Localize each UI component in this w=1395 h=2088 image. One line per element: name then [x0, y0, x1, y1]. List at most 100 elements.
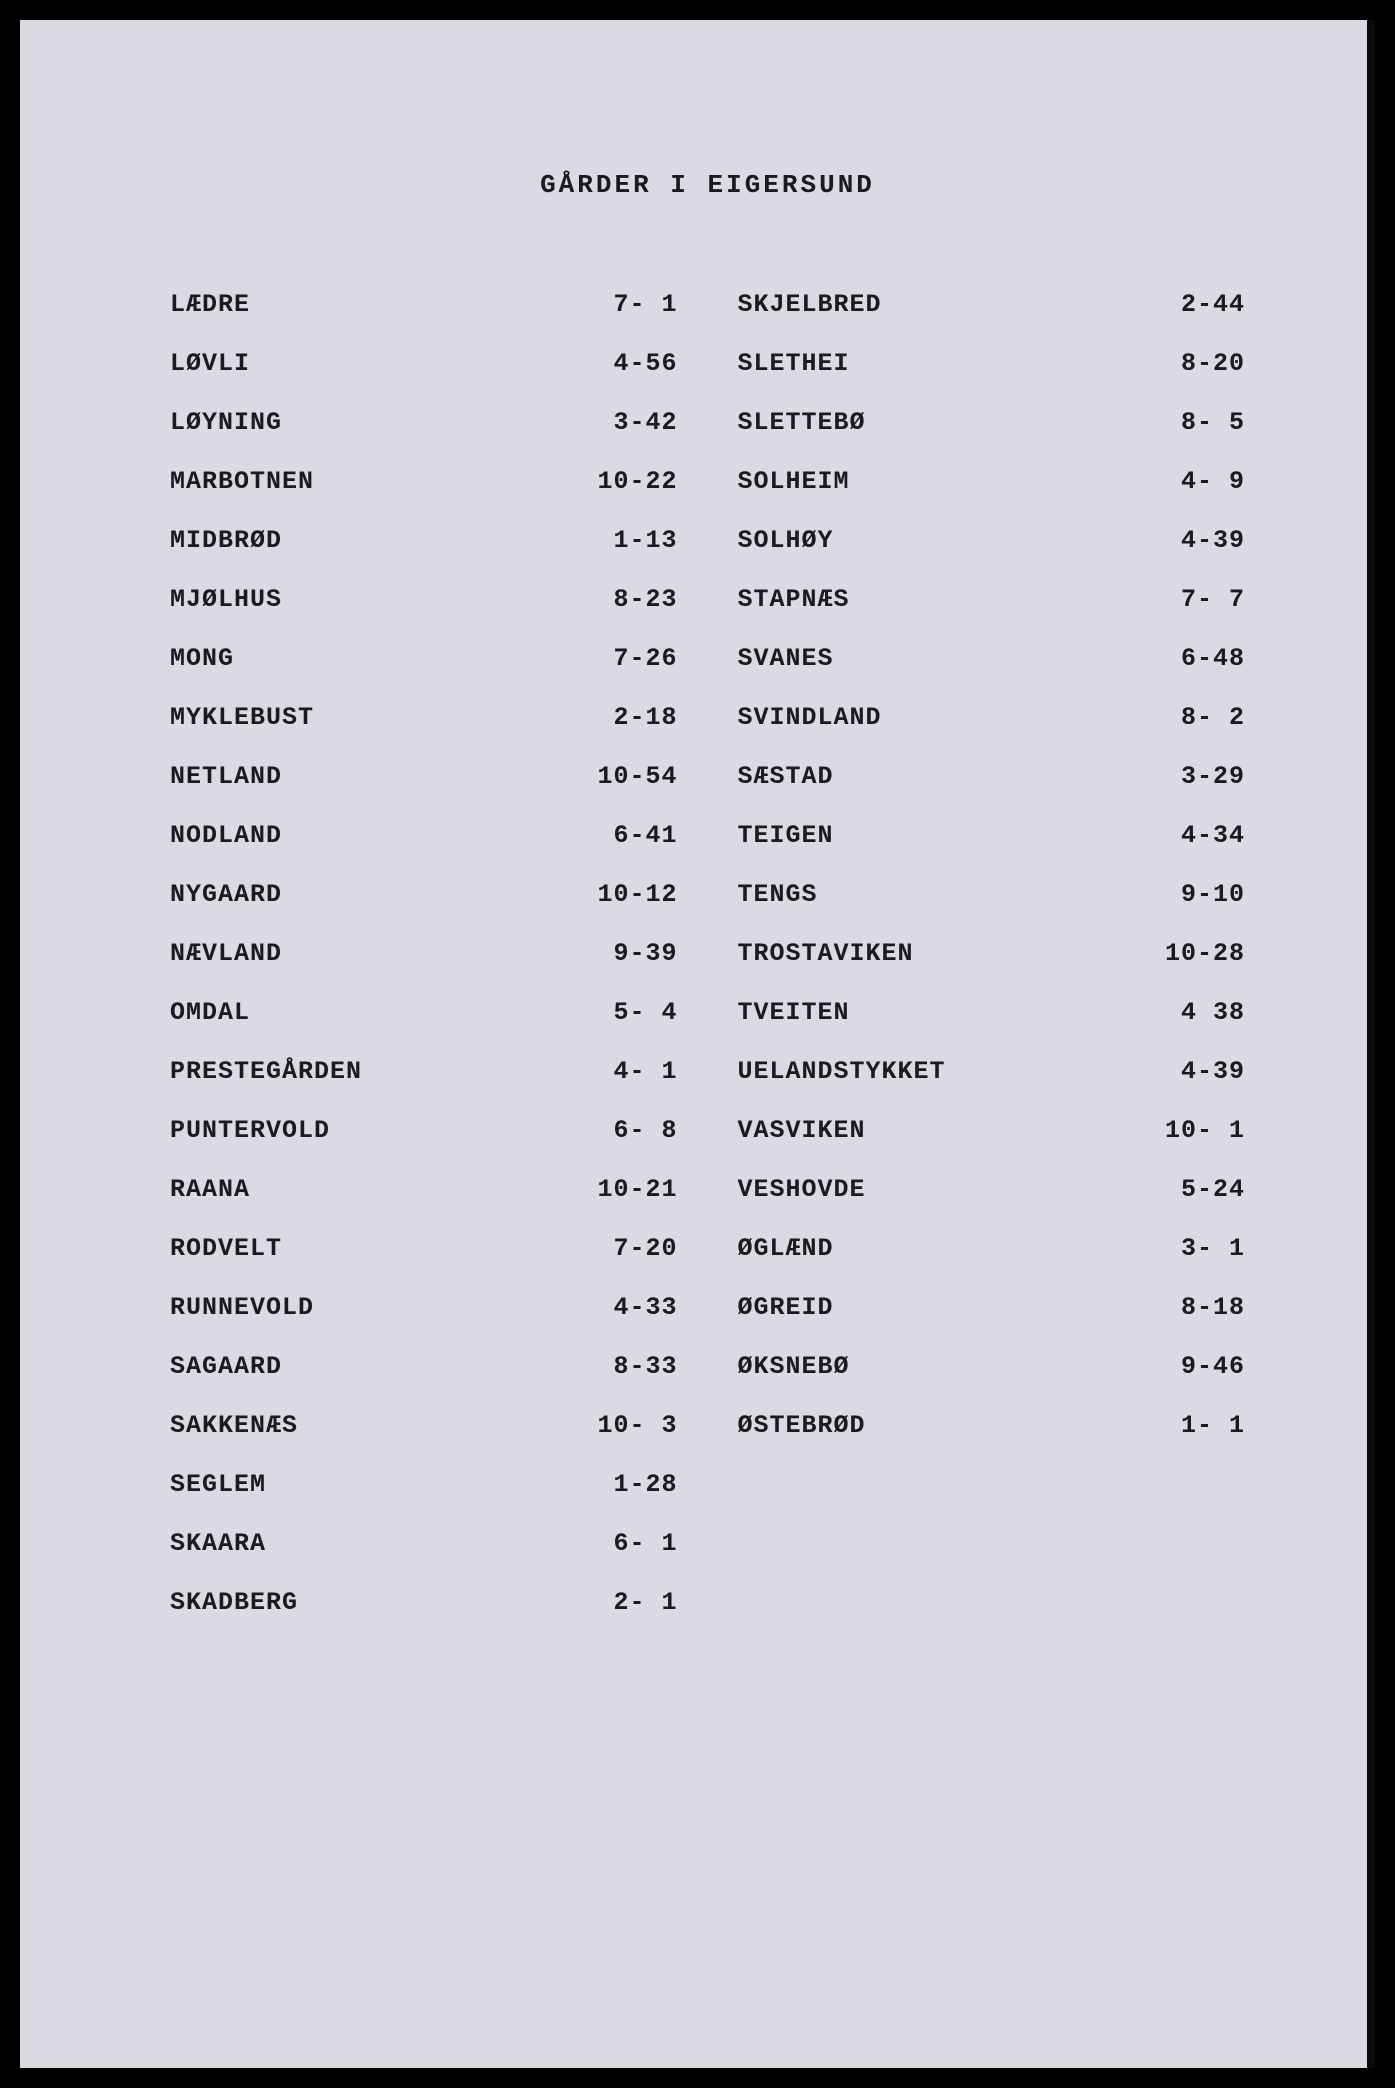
- farm-ref: 6- 8: [548, 1116, 678, 1145]
- farm-name: ØSTEBRØD: [738, 1411, 1116, 1440]
- farm-ref: 1- 1: [1115, 1411, 1245, 1440]
- farm-ref: 10- 3: [548, 1411, 678, 1440]
- farm-ref: 7-20: [548, 1234, 678, 1263]
- list-row: SAKKENÆS10- 3: [170, 1411, 678, 1440]
- right-column: SKJELBRED 2-44SLETHEI 8-20SLETTEBØ 8- 5S…: [738, 290, 1246, 1647]
- farm-ref: 5-24: [1115, 1175, 1245, 1204]
- farm-ref: 1-13: [548, 526, 678, 555]
- farm-ref: 10-12: [548, 880, 678, 909]
- list-row: MARBOTNEN10-22: [170, 467, 678, 496]
- farm-ref: 4-39: [1115, 1057, 1245, 1086]
- farm-name: SOLHEIM: [738, 467, 1116, 496]
- list-row: OMDAL 5- 4: [170, 998, 678, 1027]
- farm-ref: 2-44: [1115, 290, 1245, 319]
- farm-name: LØVLI: [170, 349, 548, 378]
- list-row: SOLHEIM 4- 9: [738, 467, 1246, 496]
- list-row: SVINDLAND 8- 2: [738, 703, 1246, 732]
- farm-name: SVANES: [738, 644, 1116, 673]
- list-row: MIDBRØD 1-13: [170, 526, 678, 555]
- farm-name: MIDBRØD: [170, 526, 548, 555]
- list-row: LØVLI 4-56: [170, 349, 678, 378]
- farm-ref: 4 38: [1115, 998, 1245, 1027]
- list-row: LÆDRE 7- 1: [170, 290, 678, 319]
- list-row: NODLAND 6-41: [170, 821, 678, 850]
- farm-ref: 8-18: [1115, 1293, 1245, 1322]
- farm-name: SVINDLAND: [738, 703, 1116, 732]
- farm-name: NODLAND: [170, 821, 548, 850]
- farm-name: MJØLHUS: [170, 585, 548, 614]
- farm-name: RODVELT: [170, 1234, 548, 1263]
- list-row: SLETTEBØ 8- 5: [738, 408, 1246, 437]
- list-row: SEGLEM 1-28: [170, 1470, 678, 1499]
- farm-ref: 7-26: [548, 644, 678, 673]
- farm-name: SAGAARD: [170, 1352, 548, 1381]
- farm-name: SEGLEM: [170, 1470, 548, 1499]
- farm-name: SOLHØY: [738, 526, 1116, 555]
- farm-ref: 10-21: [548, 1175, 678, 1204]
- farm-ref: 4-56: [548, 349, 678, 378]
- farm-name: SKAARA: [170, 1529, 548, 1558]
- list-row: SAGAARD 8-33: [170, 1352, 678, 1381]
- farm-ref: 3-42: [548, 408, 678, 437]
- farm-name: SKJELBRED: [738, 290, 1116, 319]
- list-row: NYGAARD10-12: [170, 880, 678, 909]
- farm-name: LÆDRE: [170, 290, 548, 319]
- page-title: GÅRDER I EIGERSUND: [170, 170, 1245, 200]
- farm-ref: 8-33: [548, 1352, 678, 1381]
- list-row: SKAARA 6- 1: [170, 1529, 678, 1558]
- farm-name: UELANDSTYKKET: [738, 1057, 1116, 1086]
- list-row: NÆVLAND 9-39: [170, 939, 678, 968]
- farm-name: STAPNÆS: [738, 585, 1116, 614]
- farm-name: SAKKENÆS: [170, 1411, 548, 1440]
- farm-name: TROSTAVIKEN: [738, 939, 1116, 968]
- farm-name: PRESTEGÅRDEN: [170, 1057, 548, 1086]
- farm-name: MYKLEBUST: [170, 703, 548, 732]
- list-row: RAANA10-21: [170, 1175, 678, 1204]
- farm-name: NETLAND: [170, 762, 548, 791]
- farm-ref: 4- 1: [548, 1057, 678, 1086]
- farm-ref: 4-33: [548, 1293, 678, 1322]
- farm-name: VASVIKEN: [738, 1116, 1116, 1145]
- list-row: ØGREID 8-18: [738, 1293, 1246, 1322]
- list-row: MYKLEBUST 2-18: [170, 703, 678, 732]
- list-row: TVEITEN 4 38: [738, 998, 1246, 1027]
- farm-name: SKADBERG: [170, 1588, 548, 1617]
- farm-name: ØKSNEBØ: [738, 1352, 1116, 1381]
- farm-ref: 9-39: [548, 939, 678, 968]
- farm-ref: 9-46: [1115, 1352, 1245, 1381]
- farm-ref: 6- 1: [548, 1529, 678, 1558]
- farm-name: PUNTERVOLD: [170, 1116, 548, 1145]
- farm-name: OMDAL: [170, 998, 548, 1027]
- list-row: TROSTAVIKEN10-28: [738, 939, 1246, 968]
- farm-ref: 8-20: [1115, 349, 1245, 378]
- list-row: STAPNÆS 7- 7: [738, 585, 1246, 614]
- farm-ref: 8- 2: [1115, 703, 1245, 732]
- farm-ref: 2- 1: [548, 1588, 678, 1617]
- farm-ref: 10- 1: [1115, 1116, 1245, 1145]
- farm-name: SÆSTAD: [738, 762, 1116, 791]
- farm-ref: 3- 1: [1115, 1234, 1245, 1263]
- farm-name: TENGS: [738, 880, 1116, 909]
- document-page: GÅRDER I EIGERSUND LÆDRE 7- 1LØVLI 4-56L…: [20, 20, 1375, 2068]
- content-area: GÅRDER I EIGERSUND LÆDRE 7- 1LØVLI 4-56L…: [50, 60, 1345, 1647]
- list-row: SKJELBRED 2-44: [738, 290, 1246, 319]
- farm-ref: 9-10: [1115, 880, 1245, 909]
- farm-ref: 10-22: [548, 467, 678, 496]
- list-row: VASVIKEN10- 1: [738, 1116, 1246, 1145]
- list-row: TEIGEN 4-34: [738, 821, 1246, 850]
- list-row: UELANDSTYKKET 4-39: [738, 1057, 1246, 1086]
- farm-ref: 3-29: [1115, 762, 1245, 791]
- farm-ref: 4-34: [1115, 821, 1245, 850]
- farm-ref: 10-54: [548, 762, 678, 791]
- farm-name: TVEITEN: [738, 998, 1116, 1027]
- farm-name: NÆVLAND: [170, 939, 548, 968]
- farm-ref: 4- 9: [1115, 467, 1245, 496]
- list-row: RODVELT 7-20: [170, 1234, 678, 1263]
- list-row: RUNNEVOLD 4-33: [170, 1293, 678, 1322]
- list-row: SVANES 6-48: [738, 644, 1246, 673]
- left-column: LÆDRE 7- 1LØVLI 4-56LØYNING 3-42MARBOTNE…: [170, 290, 678, 1647]
- list-row: VESHOVDE 5-24: [738, 1175, 1246, 1204]
- farm-ref: 10-28: [1115, 939, 1245, 968]
- list-row: SKADBERG 2- 1: [170, 1588, 678, 1617]
- farm-name: MARBOTNEN: [170, 467, 548, 496]
